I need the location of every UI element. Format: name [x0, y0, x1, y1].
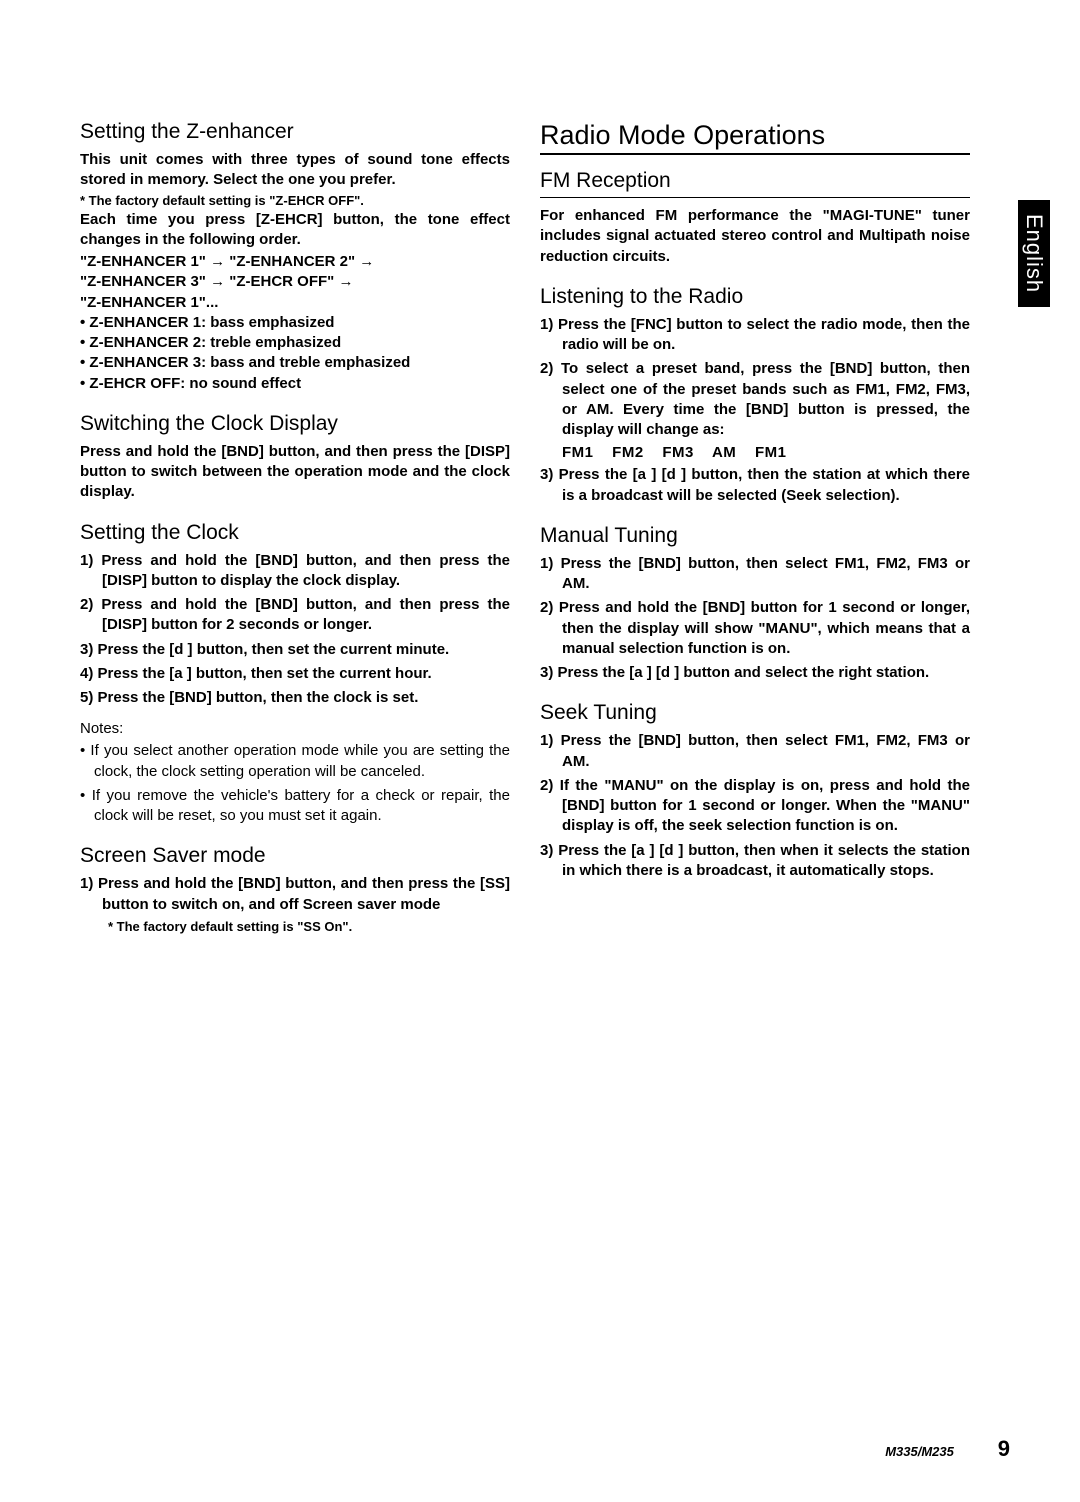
- z-enhancer-intro: This unit comes with three types of soun…: [80, 150, 510, 191]
- listen-step-1: 1) Press the [FNC] button to select the …: [540, 315, 970, 356]
- z-bullet-2: • Z-ENHANCER 2: treble emphasized: [80, 333, 510, 353]
- z-enhancer-press: Each time you press [Z-EHCR] button, the…: [80, 210, 510, 251]
- heading-clock-set: Setting the Clock: [80, 521, 510, 545]
- clock-step-1: 1) Press and hold the [BND] button, and …: [80, 551, 510, 592]
- clock-step-2: 2) Press and hold the [BND] button, and …: [80, 595, 510, 636]
- left-column: Setting the Z-enhancer This unit comes w…: [80, 120, 510, 934]
- clock-step-3: 3) Press the [d ] button, then set the c…: [80, 640, 510, 660]
- band-sequence: FM1 FM2 FM3 AM FM1: [540, 444, 970, 461]
- z-seq-1: "Z-ENHANCER 1" → "Z-ENHANCER 2" →: [80, 252, 510, 272]
- clock-switch-text: Press and hold the [BND] button, and the…: [80, 442, 510, 503]
- manual-step-3: 3) Press the [a ] [d ] button and select…: [540, 663, 970, 683]
- manual-steps: 1) Press the [BND] button, then select F…: [540, 554, 970, 684]
- seek-step-1: 1) Press the [BND] button, then select F…: [540, 731, 970, 772]
- heading-clock-switch: Switching the Clock Display: [80, 412, 510, 436]
- footer-model: M335/M235: [885, 1444, 954, 1459]
- clock-step-4: 4) Press the [a ] button, then set the c…: [80, 664, 510, 684]
- z-bullet-1: • Z-ENHANCER 1: bass emphasized: [80, 313, 510, 333]
- manual-step-2: 2) Press and hold the [BND] button for 1…: [540, 598, 970, 659]
- z-enhancer-default: * The factory default setting is "Z-EHCR…: [80, 193, 510, 208]
- z-seq-2: "Z-ENHANCER 3" → "Z-EHCR OFF" →: [80, 272, 510, 292]
- notes-heading: Notes:: [80, 720, 510, 737]
- heading-manual-tuning: Manual Tuning: [540, 524, 970, 548]
- heading-listening: Listening to the Radio: [540, 285, 970, 309]
- clock-set-steps: 1) Press and hold the [BND] button, and …: [80, 551, 510, 709]
- heading-z-enhancer: Setting the Z-enhancer: [80, 120, 510, 144]
- listening-steps: 1) Press the [FNC] button to select the …: [540, 315, 970, 441]
- note-1: • If you select another operation mode w…: [80, 741, 510, 782]
- z-seq-3: "Z-ENHANCER 1"...: [80, 293, 510, 313]
- footer-page-number: 9: [998, 1436, 1010, 1461]
- seek-step-3: 3) Press the [a ] [d ] button, then when…: [540, 841, 970, 882]
- z-bullet-4: • Z-EHCR OFF: no sound effect: [80, 374, 510, 394]
- listening-steps-cont: 3) Press the [a ] [d ] button, then the …: [540, 465, 970, 506]
- heading-radio-mode: Radio Mode Operations: [540, 120, 970, 155]
- listen-step-3: 3) Press the [a ] [d ] button, then the …: [540, 465, 970, 506]
- page-content: Setting the Z-enhancer This unit comes w…: [80, 120, 1010, 934]
- listen-step-2: 2) To select a preset band, press the [B…: [540, 359, 970, 440]
- language-tab: English: [1018, 200, 1050, 307]
- seek-step-2: 2) If the "MANU" on the display is on, p…: [540, 776, 970, 837]
- heading-screensaver: Screen Saver mode: [80, 844, 510, 868]
- screensaver-step-1: 1) Press and hold the [BND] button, and …: [80, 874, 510, 915]
- seek-steps: 1) Press the [BND] button, then select F…: [540, 731, 970, 881]
- screensaver-steps: 1) Press and hold the [BND] button, and …: [80, 874, 510, 915]
- clock-step-5: 5) Press the [BND] button, then the cloc…: [80, 688, 510, 708]
- right-column: Radio Mode Operations FM Reception For e…: [540, 120, 970, 934]
- page-footer: M335/M235 9: [885, 1436, 1010, 1462]
- manual-step-1: 1) Press the [BND] button, then select F…: [540, 554, 970, 595]
- fm-reception-text: For enhanced FM performance the "MAGI-TU…: [540, 206, 970, 267]
- screensaver-default: * The factory default setting is "SS On"…: [80, 919, 510, 934]
- heading-fm-reception: FM Reception: [540, 169, 970, 198]
- note-2: • If you remove the vehicle's battery fo…: [80, 786, 510, 827]
- heading-seek-tuning: Seek Tuning: [540, 701, 970, 725]
- z-bullet-3: • Z-ENHANCER 3: bass and treble emphasiz…: [80, 353, 510, 373]
